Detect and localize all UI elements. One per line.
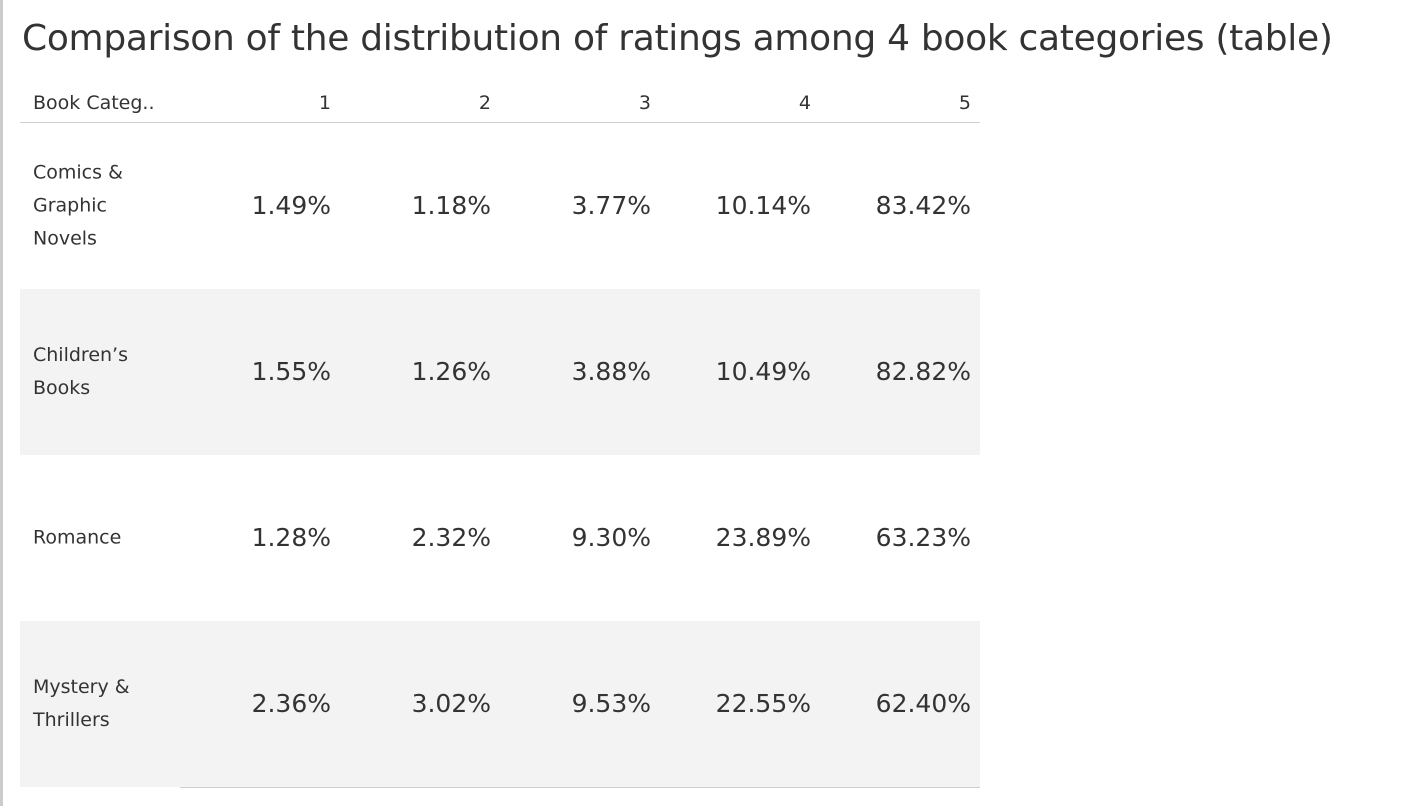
value-cell[interactable]: 22.55%	[715, 689, 811, 718]
category-label[interactable]: Romance	[33, 522, 163, 555]
value-cell[interactable]: 83.42%	[875, 191, 971, 220]
header-book-category[interactable]: Book Categ..	[33, 92, 155, 114]
category-label[interactable]: Comics & Graphic Novels	[33, 157, 163, 256]
header-rating-1[interactable]: 1	[318, 92, 331, 114]
value-cell[interactable]: 1.49%	[251, 191, 331, 220]
value-cell[interactable]: 3.02%	[411, 689, 491, 718]
value-cell[interactable]: 1.26%	[411, 357, 491, 386]
left-border	[0, 0, 3, 806]
category-label-line: Thrillers	[33, 709, 110, 731]
header-rating-4[interactable]: 4	[798, 92, 811, 114]
table-row: Romance 1.28% 2.32% 9.30% 23.89% 63.23%	[20, 455, 980, 621]
category-label-line: Comics &	[33, 161, 123, 184]
category-label-line: Romance	[33, 526, 122, 549]
table-row: Comics & Graphic Novels 1.49% 1.18% 3.77…	[20, 123, 980, 289]
value-cell[interactable]: 1.28%	[251, 523, 331, 552]
value-cell[interactable]: 82.82%	[875, 357, 971, 386]
value-cell[interactable]: 2.36%	[251, 689, 331, 718]
category-label-line: Graphic	[33, 194, 108, 217]
value-cell[interactable]: 23.89%	[715, 523, 811, 552]
value-cell[interactable]: 10.49%	[715, 357, 811, 386]
value-cell[interactable]: 9.30%	[571, 523, 651, 552]
value-cell[interactable]: 1.18%	[411, 191, 491, 220]
chart-title: Comparison of the distribution of rating…	[22, 18, 1333, 59]
table-row: Mystery & Thrillers 2.36% 3.02% 9.53% 22…	[20, 621, 980, 788]
value-cell[interactable]: 3.88%	[571, 357, 651, 386]
table-header-row: Book Categ.. 1 2 3 4 5	[20, 84, 980, 123]
value-cell[interactable]: 10.14%	[715, 191, 811, 220]
value-cell[interactable]: 2.32%	[411, 523, 491, 552]
header-rating-3[interactable]: 3	[638, 92, 651, 114]
value-cell[interactable]: 9.53%	[571, 689, 651, 718]
value-cell[interactable]: 63.23%	[875, 523, 971, 552]
header-rating-2[interactable]: 2	[478, 92, 491, 114]
ratings-table: Book Categ.. 1 2 3 4 5 Comics & Graphic …	[20, 84, 980, 788]
table-bottom-divider	[180, 787, 980, 788]
category-label-line: Books	[33, 377, 91, 399]
category-label[interactable]: Mystery & Thrillers	[33, 671, 163, 737]
value-cell[interactable]: 3.77%	[571, 191, 651, 220]
value-cell[interactable]: 1.55%	[251, 357, 331, 386]
value-cell[interactable]: 62.40%	[875, 689, 971, 718]
table-row: Children’s Books 1.55% 1.26% 3.88% 10.49…	[20, 289, 980, 455]
category-label[interactable]: Children’s Books	[33, 339, 163, 405]
category-label-line: Mystery &	[33, 676, 130, 698]
header-rating-5[interactable]: 5	[958, 92, 971, 114]
category-label-line: Novels	[33, 227, 97, 250]
category-label-line: Children’s	[33, 344, 128, 366]
